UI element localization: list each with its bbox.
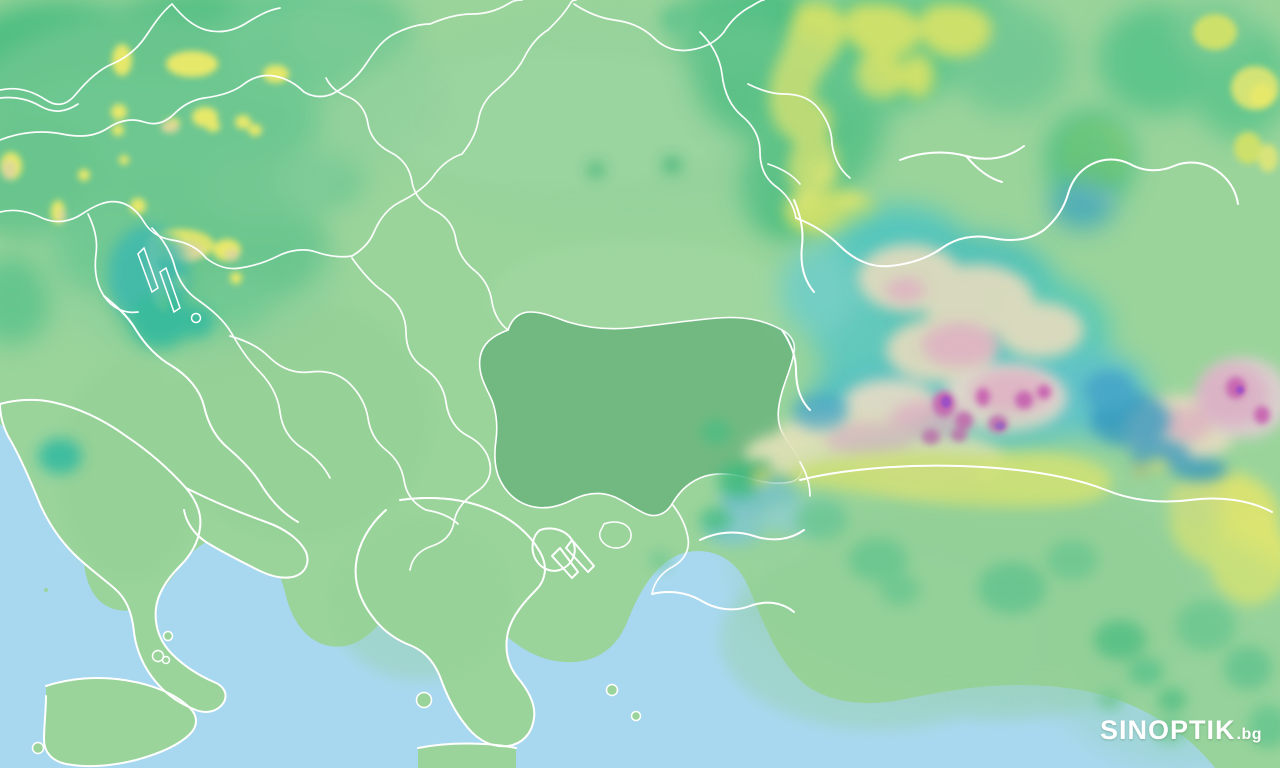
- land-island-e: [44, 588, 48, 592]
- land-island-a: [164, 632, 172, 640]
- land-halkidiki-finger: [552, 548, 578, 578]
- land-island-d: [33, 743, 43, 753]
- country-borders: [0, 0, 851, 595]
- land-island-south: [418, 743, 516, 768]
- land-island-b: [153, 651, 163, 661]
- island-outlines: [31, 246, 642, 755]
- land-sicily: [44, 678, 196, 767]
- coastlines: [0, 145, 1273, 768]
- land-halkidiki-finger2: [566, 540, 594, 572]
- land-island-c: [163, 657, 169, 663]
- land-island-f: [417, 693, 431, 707]
- land-island-g: [607, 685, 617, 695]
- land-island-h: [632, 712, 640, 720]
